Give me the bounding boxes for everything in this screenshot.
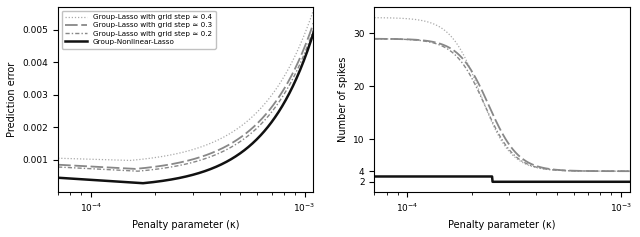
X-axis label: Penalty parameter (κ): Penalty parameter (κ) [132,220,239,230]
Legend: Group-Lasso with grid step ≃ 0.4, Group-Lasso with grid step ≃ 0.3, Group-Lasso : Group-Lasso with grid step ≃ 0.4, Group-… [61,11,216,49]
Y-axis label: Prediction error: Prediction error [7,62,17,137]
Y-axis label: Number of spikes: Number of spikes [338,57,348,142]
X-axis label: Penalty parameter (κ): Penalty parameter (κ) [448,220,556,230]
